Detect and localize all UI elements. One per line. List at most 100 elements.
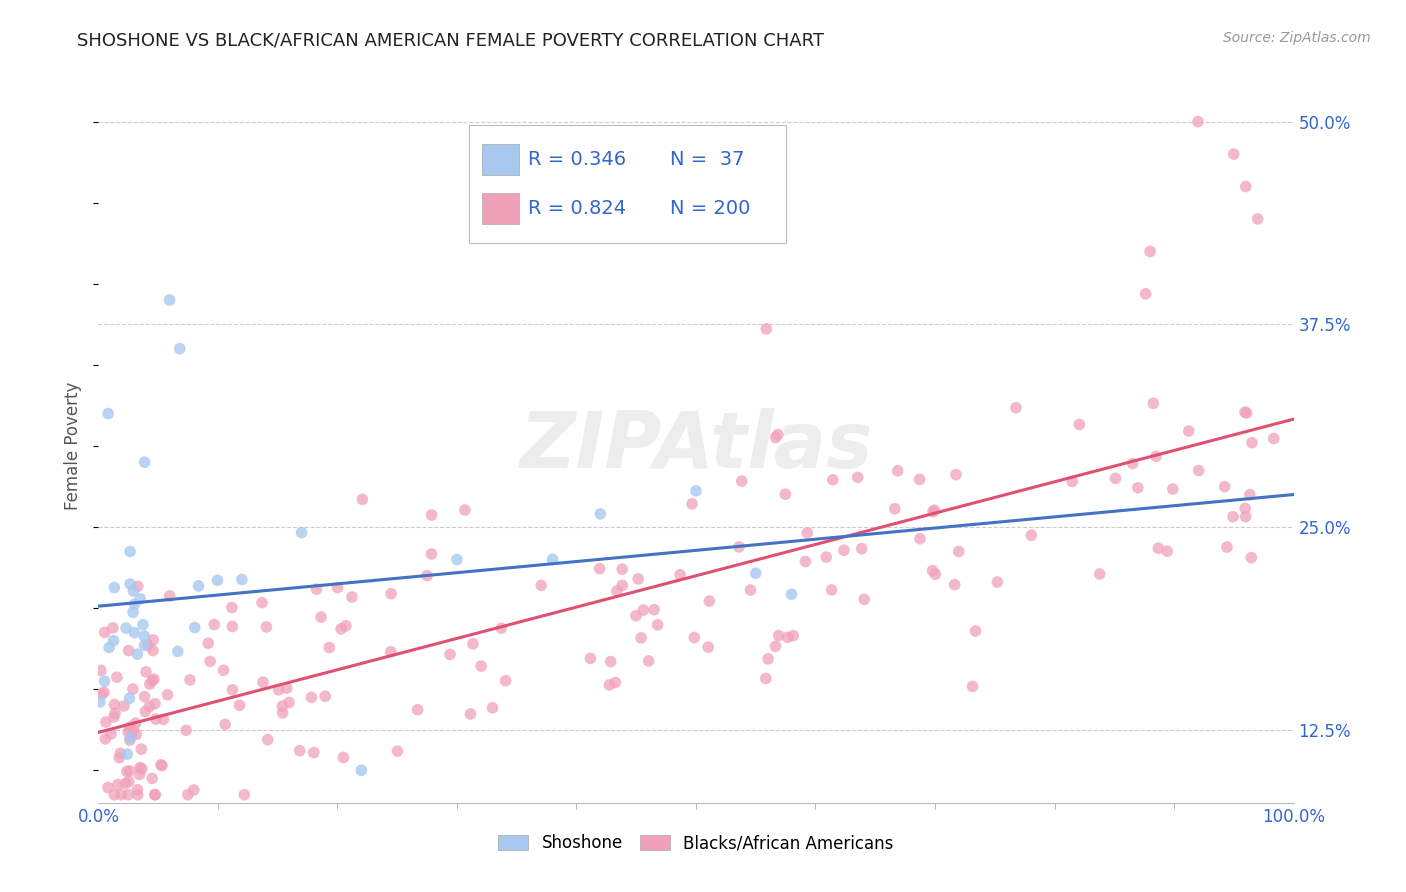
Point — [93, 685, 115, 699]
Point — [156, 688, 179, 702]
Point — [1240, 550, 1263, 565]
Point — [103, 698, 125, 712]
Point — [612, 578, 634, 592]
Point — [633, 603, 655, 617]
Point — [647, 617, 669, 632]
Point — [420, 508, 443, 522]
Point — [446, 552, 468, 566]
Point — [134, 455, 156, 469]
Point — [136, 638, 159, 652]
Point — [212, 664, 235, 678]
Point — [1139, 244, 1161, 259]
Text: N = 200: N = 200 — [669, 199, 751, 218]
Point — [122, 605, 145, 619]
Point — [815, 549, 838, 564]
Point — [796, 525, 818, 540]
Point — [108, 750, 131, 764]
Point — [115, 764, 138, 779]
Point — [624, 608, 647, 623]
Point — [924, 503, 946, 517]
Point — [93, 625, 115, 640]
Text: R = 0.346: R = 0.346 — [529, 150, 626, 169]
Point — [152, 713, 174, 727]
Point — [143, 788, 166, 802]
Point — [122, 723, 145, 738]
Point — [853, 592, 876, 607]
Point — [589, 562, 612, 576]
Point — [159, 589, 181, 603]
Point — [127, 647, 149, 661]
Point — [766, 427, 789, 442]
Point — [530, 578, 553, 592]
Point — [89, 695, 111, 709]
Point — [755, 322, 778, 336]
Point — [104, 706, 127, 721]
Point — [110, 788, 132, 802]
Point — [1263, 432, 1285, 446]
Point — [1135, 286, 1157, 301]
Point — [945, 467, 967, 482]
Point — [332, 750, 354, 764]
Point — [755, 672, 778, 686]
Point — [681, 497, 703, 511]
Point — [1005, 401, 1028, 415]
Point — [1239, 488, 1261, 502]
Point — [780, 587, 803, 601]
Point — [103, 633, 125, 648]
Point — [335, 619, 357, 633]
Point — [94, 731, 117, 746]
Point — [1156, 544, 1178, 558]
Point — [143, 788, 166, 802]
Point — [1147, 541, 1170, 556]
Point — [221, 682, 243, 697]
Point — [1236, 406, 1258, 420]
Point — [380, 587, 402, 601]
Point — [271, 699, 294, 714]
Text: ZIPAtlas: ZIPAtlas — [519, 408, 873, 484]
Point — [278, 696, 301, 710]
Point — [314, 690, 336, 704]
Point — [145, 712, 167, 726]
Point — [118, 733, 141, 747]
Point — [207, 574, 229, 588]
Point — [127, 579, 149, 593]
Point — [127, 782, 149, 797]
Point — [745, 566, 768, 581]
Point — [252, 675, 274, 690]
Point — [598, 678, 620, 692]
Point — [169, 342, 191, 356]
Point — [309, 610, 332, 624]
Point — [276, 681, 298, 695]
Point — [198, 654, 221, 668]
Point — [121, 681, 143, 696]
Point — [439, 648, 461, 662]
Point — [318, 640, 340, 655]
Point — [112, 699, 135, 714]
Point — [495, 673, 517, 688]
Point — [134, 690, 156, 704]
Point — [1069, 417, 1091, 432]
Point — [765, 640, 787, 654]
Point — [150, 758, 173, 772]
Point — [179, 673, 201, 687]
Point — [1104, 471, 1126, 485]
Point — [120, 730, 142, 744]
Point — [103, 710, 125, 724]
Point — [118, 691, 141, 706]
Point — [97, 780, 120, 795]
Point — [125, 727, 148, 741]
Point — [731, 474, 754, 488]
Point — [756, 652, 779, 666]
Point — [1234, 179, 1257, 194]
Point — [883, 501, 905, 516]
Point — [100, 727, 122, 741]
Point — [350, 764, 373, 778]
Point — [420, 547, 443, 561]
Point — [118, 764, 141, 778]
Point — [98, 640, 121, 655]
Point — [454, 503, 477, 517]
Point — [131, 762, 153, 776]
Point — [197, 636, 219, 650]
Point — [231, 573, 253, 587]
Point — [740, 582, 762, 597]
